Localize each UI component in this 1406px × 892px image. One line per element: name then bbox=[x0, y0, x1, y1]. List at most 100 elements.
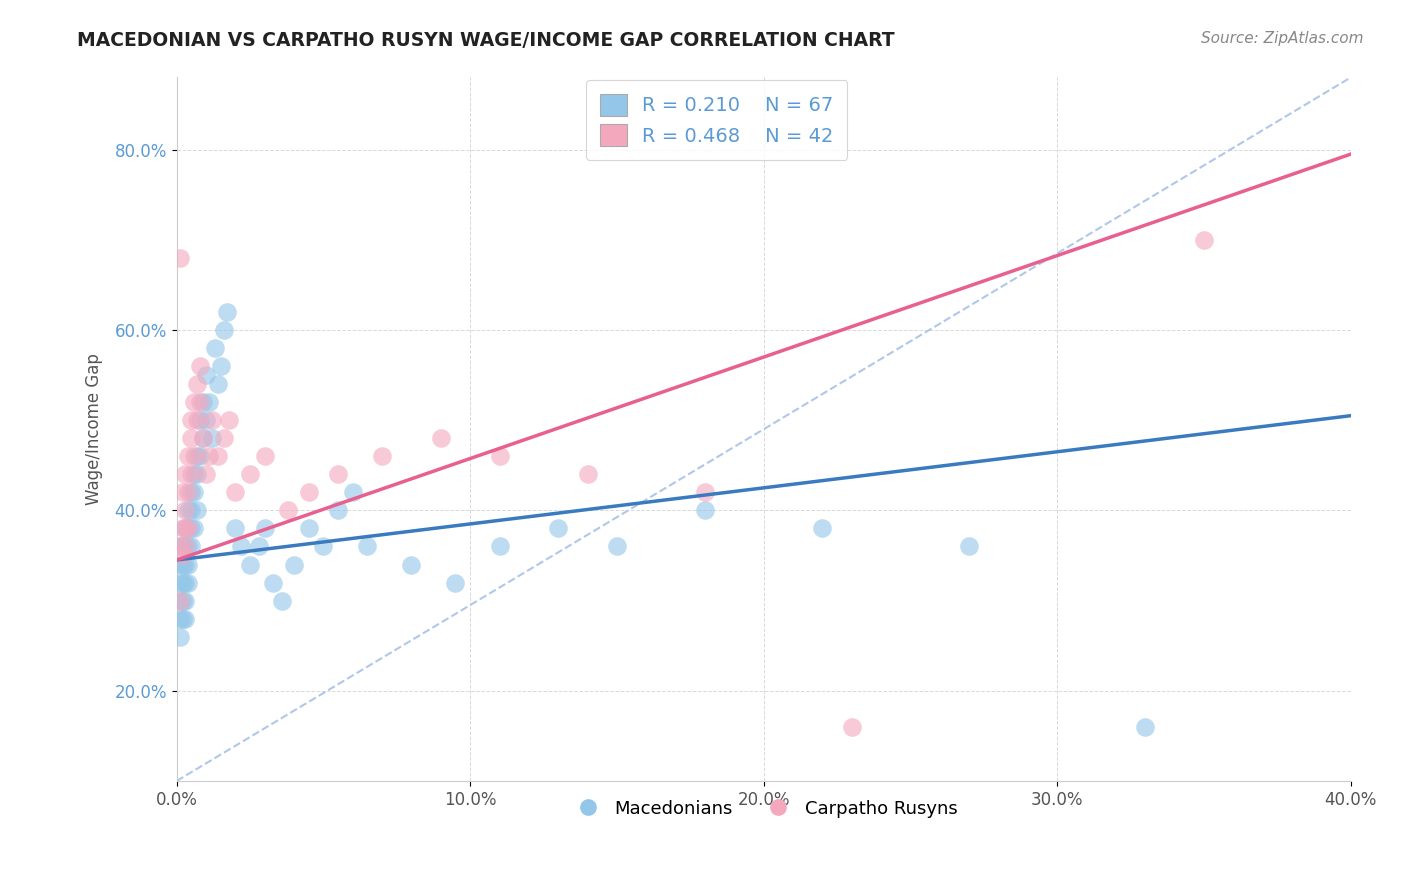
Legend: Macedonians, Carpatho Rusyns: Macedonians, Carpatho Rusyns bbox=[562, 792, 965, 825]
Point bbox=[1135, 720, 1157, 734]
Point bbox=[186, 377, 208, 392]
Point bbox=[356, 540, 378, 554]
Point bbox=[371, 450, 394, 464]
Point bbox=[298, 485, 321, 500]
Point bbox=[271, 593, 294, 607]
Point bbox=[201, 413, 224, 427]
Point bbox=[169, 251, 191, 265]
Point bbox=[195, 467, 218, 482]
Text: Source: ZipAtlas.com: Source: ZipAtlas.com bbox=[1201, 31, 1364, 46]
Point bbox=[253, 521, 276, 535]
Point bbox=[169, 630, 191, 644]
Point bbox=[174, 467, 197, 482]
Point bbox=[195, 368, 218, 383]
Point bbox=[183, 521, 205, 535]
Point bbox=[177, 450, 200, 464]
Point bbox=[172, 549, 194, 563]
Point bbox=[201, 431, 224, 445]
Point bbox=[207, 377, 229, 392]
Point bbox=[401, 558, 423, 572]
Point bbox=[180, 503, 202, 517]
Point bbox=[180, 540, 202, 554]
Point bbox=[177, 540, 200, 554]
Point bbox=[174, 540, 197, 554]
Point bbox=[218, 413, 240, 427]
Point bbox=[326, 467, 349, 482]
Point bbox=[186, 413, 208, 427]
Point bbox=[172, 540, 194, 554]
Point bbox=[247, 540, 270, 554]
Point bbox=[277, 503, 299, 517]
Point bbox=[172, 575, 194, 590]
Point bbox=[188, 450, 211, 464]
Point bbox=[183, 467, 205, 482]
Point bbox=[183, 450, 205, 464]
Point bbox=[188, 359, 211, 373]
Text: MACEDONIAN VS CARPATHO RUSYN WAGE/INCOME GAP CORRELATION CHART: MACEDONIAN VS CARPATHO RUSYN WAGE/INCOME… bbox=[77, 31, 896, 50]
Point bbox=[204, 341, 226, 355]
Point bbox=[263, 575, 285, 590]
Point bbox=[174, 503, 197, 517]
Point bbox=[177, 521, 200, 535]
Point bbox=[169, 593, 191, 607]
Point bbox=[172, 593, 194, 607]
Point bbox=[212, 431, 235, 445]
Point bbox=[172, 612, 194, 626]
Point bbox=[191, 395, 214, 409]
Point bbox=[298, 521, 321, 535]
Point bbox=[188, 413, 211, 427]
Point bbox=[169, 540, 191, 554]
Point bbox=[186, 467, 208, 482]
Point bbox=[174, 612, 197, 626]
Point bbox=[606, 540, 628, 554]
Point bbox=[191, 431, 214, 445]
Point bbox=[547, 521, 569, 535]
Point bbox=[488, 450, 510, 464]
Point bbox=[174, 575, 197, 590]
Point bbox=[180, 521, 202, 535]
Point bbox=[811, 521, 834, 535]
Point bbox=[239, 558, 262, 572]
Point bbox=[169, 558, 191, 572]
Point bbox=[172, 521, 194, 535]
Point bbox=[342, 485, 364, 500]
Point bbox=[180, 467, 202, 482]
Point bbox=[183, 395, 205, 409]
Point bbox=[177, 485, 200, 500]
Point bbox=[174, 521, 197, 535]
Point bbox=[172, 485, 194, 500]
Point bbox=[693, 503, 716, 517]
Point bbox=[191, 431, 214, 445]
Point bbox=[693, 485, 716, 500]
Point bbox=[188, 395, 211, 409]
Point bbox=[1192, 233, 1215, 247]
Point bbox=[957, 540, 980, 554]
Point bbox=[224, 485, 246, 500]
Point bbox=[231, 540, 253, 554]
Point bbox=[212, 323, 235, 337]
Point bbox=[444, 575, 467, 590]
Point bbox=[183, 485, 205, 500]
Point bbox=[177, 503, 200, 517]
Point bbox=[177, 558, 200, 572]
Point bbox=[180, 431, 202, 445]
Point bbox=[169, 575, 191, 590]
Point bbox=[239, 467, 262, 482]
Point bbox=[198, 395, 221, 409]
Point bbox=[841, 720, 863, 734]
Point bbox=[174, 558, 197, 572]
Point bbox=[174, 593, 197, 607]
Point bbox=[169, 612, 191, 626]
Point bbox=[207, 450, 229, 464]
Point bbox=[186, 503, 208, 517]
Point bbox=[576, 467, 599, 482]
Point bbox=[177, 521, 200, 535]
Point bbox=[430, 431, 453, 445]
Point bbox=[283, 558, 305, 572]
Point bbox=[174, 521, 197, 535]
Point bbox=[186, 450, 208, 464]
Y-axis label: Wage/Income Gap: Wage/Income Gap bbox=[86, 353, 103, 505]
Point bbox=[195, 413, 218, 427]
Point bbox=[224, 521, 246, 535]
Point bbox=[312, 540, 335, 554]
